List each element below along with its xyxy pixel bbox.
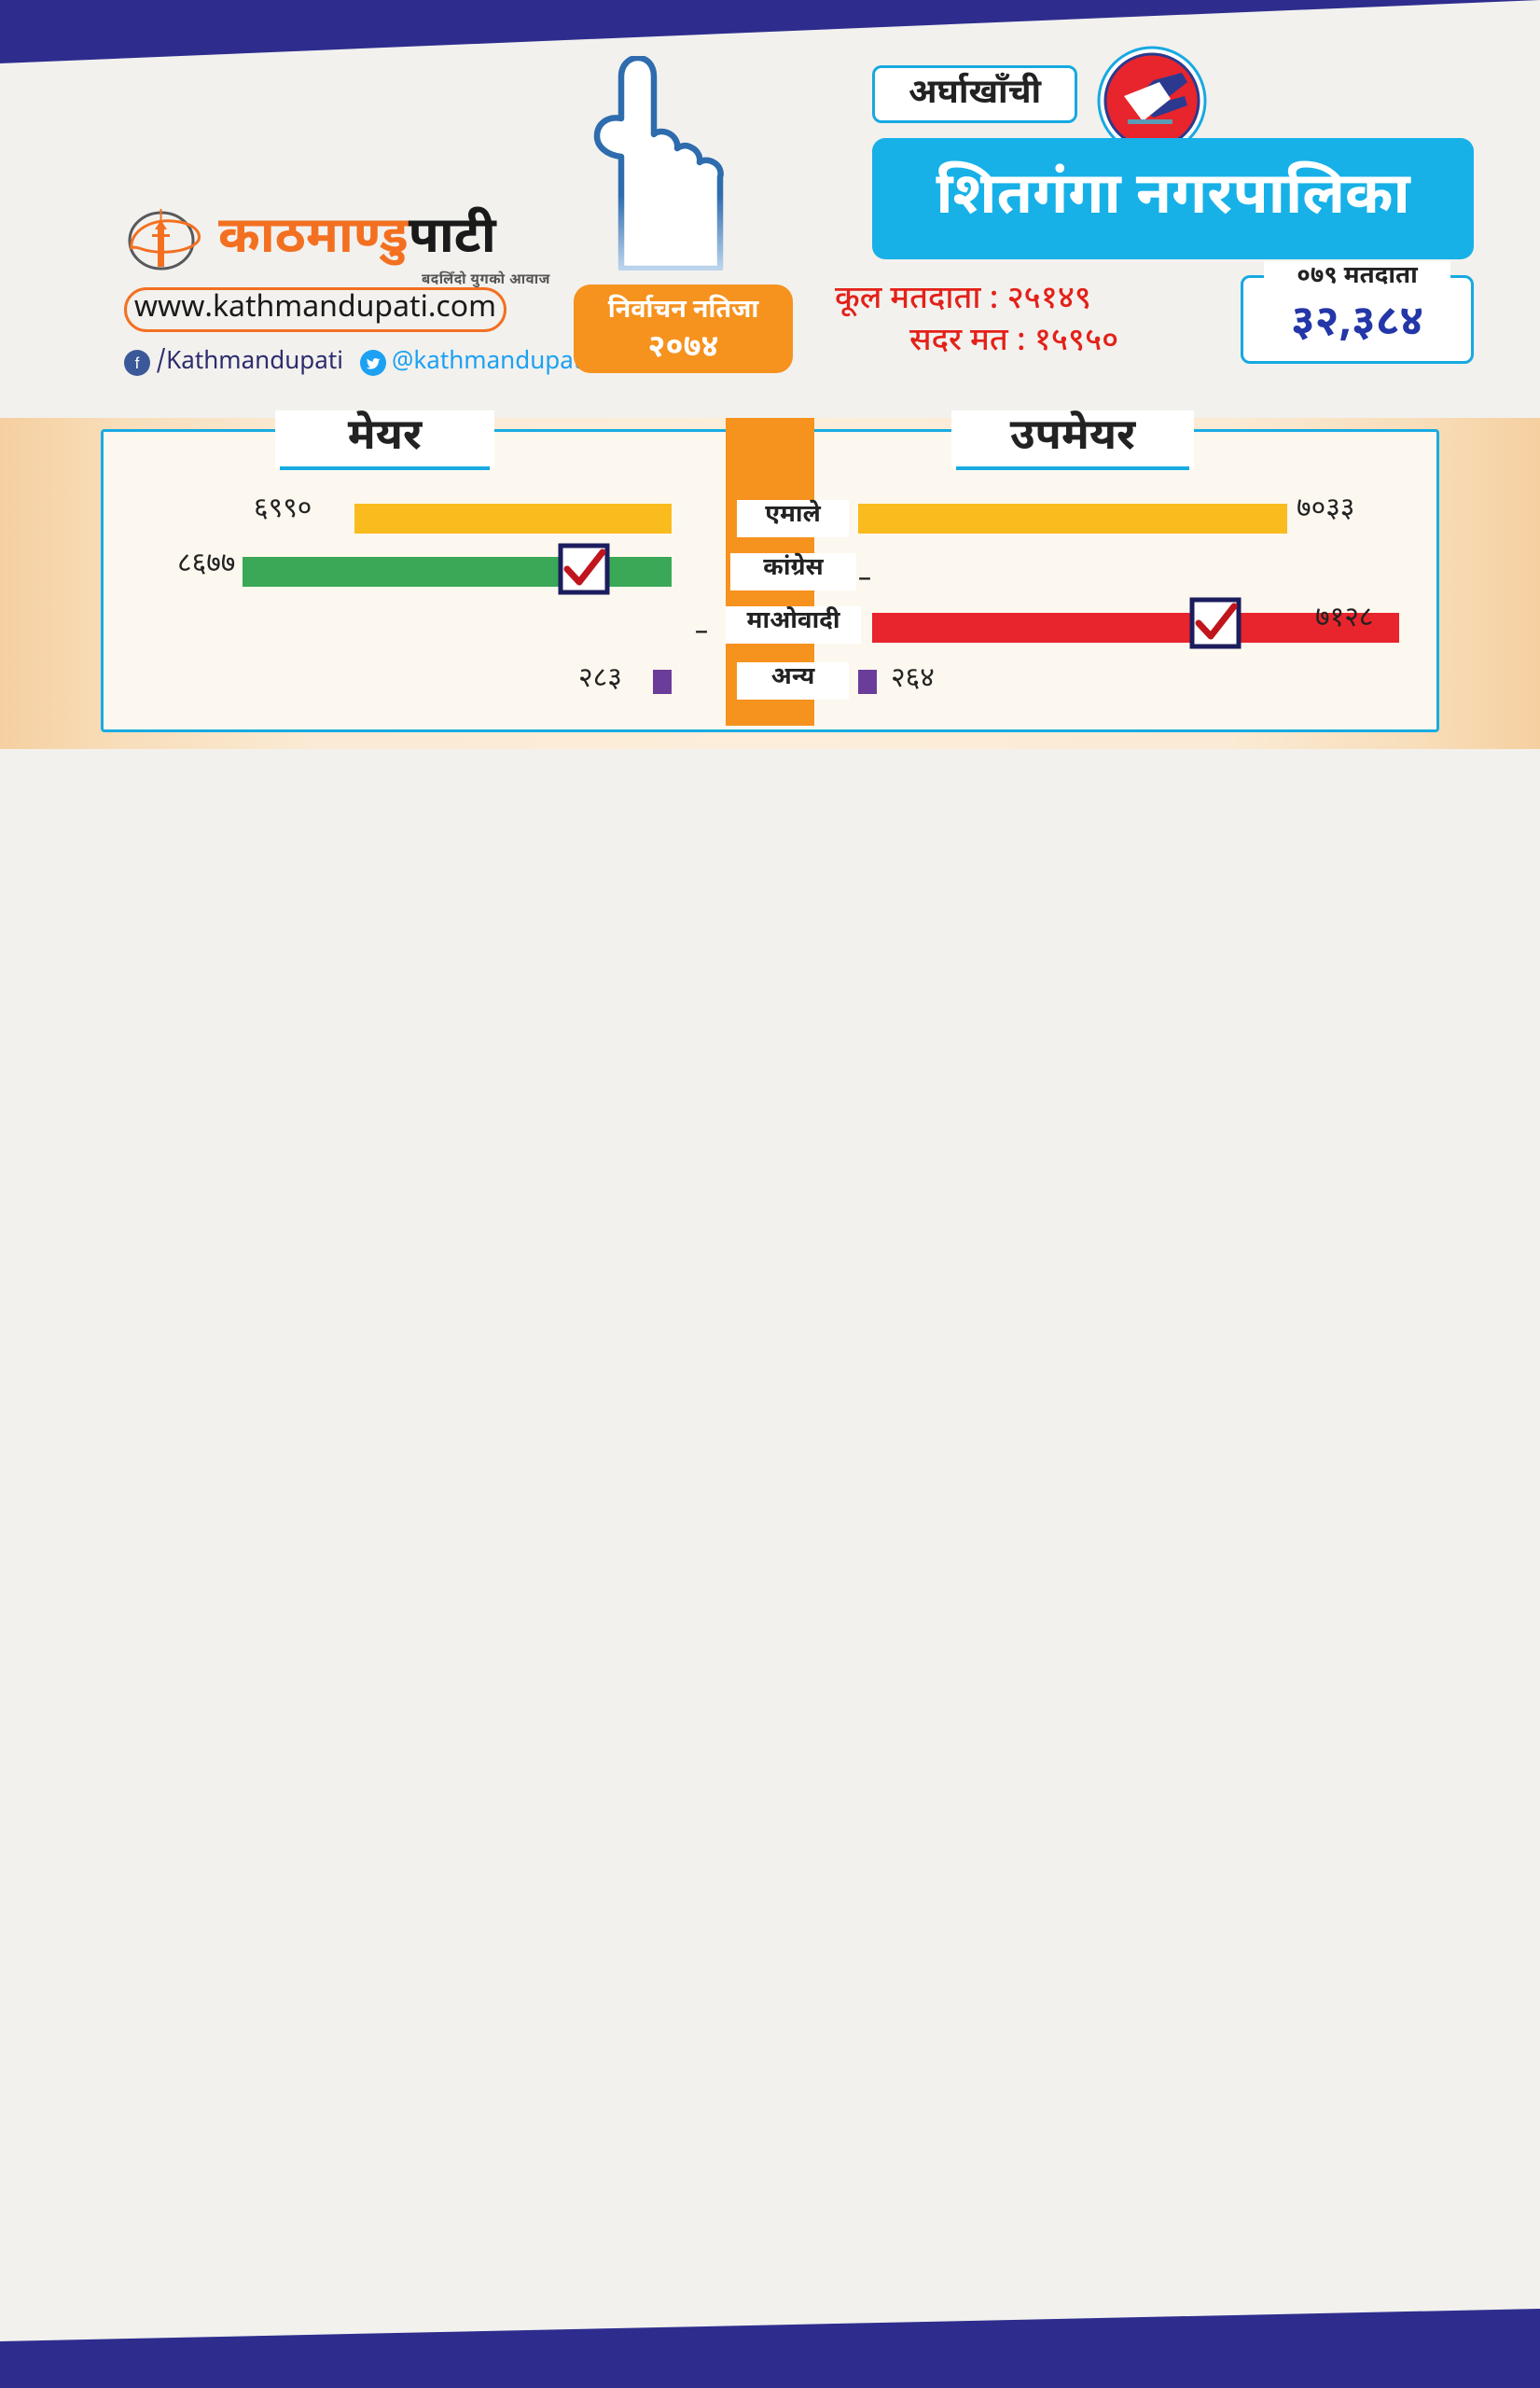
svg-text:f: f bbox=[135, 354, 140, 372]
